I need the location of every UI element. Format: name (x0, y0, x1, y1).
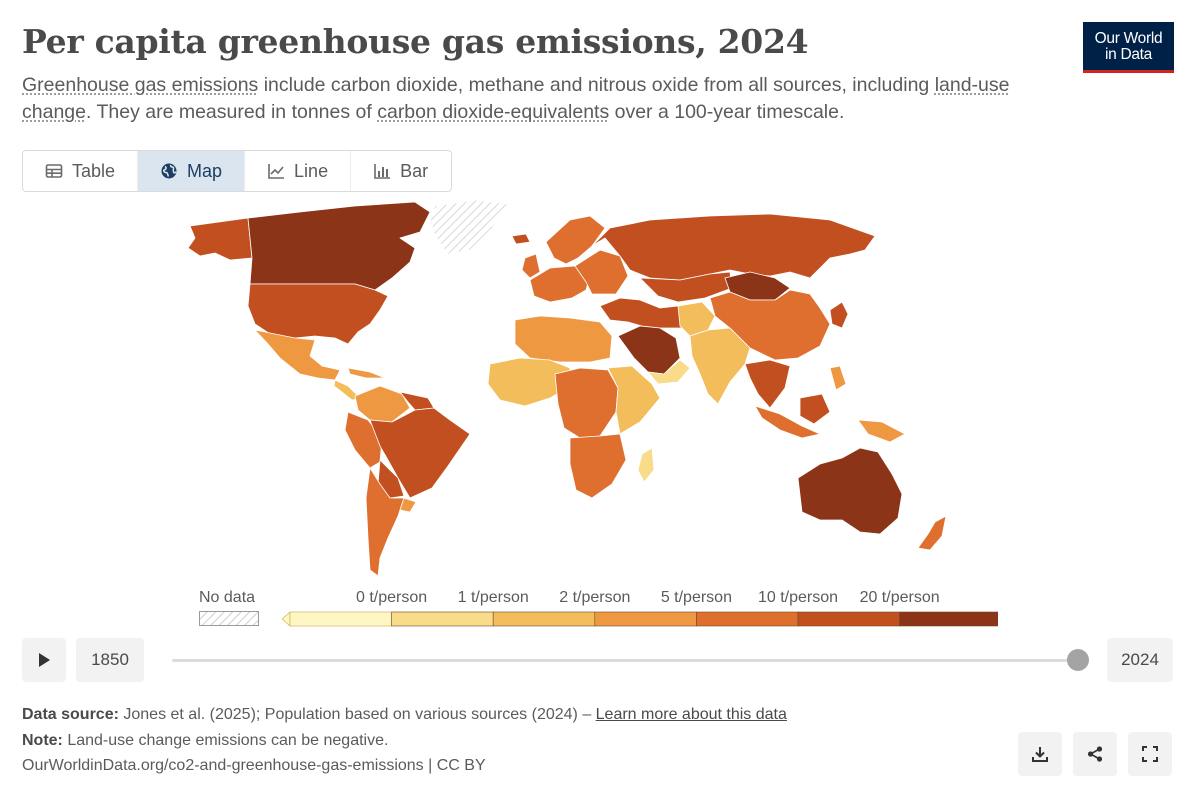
tab-bar[interactable]: Bar (351, 151, 450, 191)
region-east-africa[interactable] (607, 365, 661, 435)
legend-bin-2[interactable] (492, 611, 596, 627)
timeline-handle[interactable] (1067, 649, 1089, 671)
region-north-africa[interactable] (514, 315, 613, 363)
chart-subtitle: Greenhouse gas emissions include carbon … (22, 72, 1072, 126)
view-tabs: Table Map Line Bar (22, 150, 452, 192)
no-data-swatch[interactable] (199, 611, 259, 626)
region-alaska[interactable] (187, 217, 253, 261)
fullscreen-icon (1142, 746, 1158, 762)
legend-bin-4[interactable] (696, 611, 799, 627)
source-label: Data source: (22, 706, 119, 723)
fullscreen-button[interactable] (1128, 732, 1172, 776)
note-label: Note: (22, 732, 63, 749)
legend-bin-6[interactable] (899, 611, 998, 627)
download-button[interactable] (1018, 732, 1062, 776)
play-icon (39, 653, 50, 667)
tab-table-label: Table (72, 160, 116, 181)
source-text: Jones et al. (2025); Population based on… (118, 706, 596, 723)
tab-map[interactable]: Map (138, 151, 246, 191)
tab-line-label: Line (294, 160, 329, 181)
start-year-box[interactable]: 1850 (76, 638, 144, 682)
legend-arrow-left (282, 611, 291, 627)
no-data-label: No data (199, 589, 256, 606)
logo-line-2: in Data (1104, 46, 1152, 63)
legend-tick-label: 10 t/person (757, 589, 839, 606)
chart-title: Per capita greenhouse gas emissions, 202… (22, 22, 809, 61)
region-russia[interactable] (591, 213, 876, 281)
download-icon (1032, 747, 1048, 762)
tab-map-label: Map (187, 160, 223, 181)
region-usa[interactable] (247, 283, 389, 345)
region-greenland[interactable] (429, 199, 509, 255)
legend-bin-5[interactable] (797, 611, 900, 627)
region-colombia-venezuela[interactable] (354, 385, 411, 423)
bar-chart-icon (374, 164, 391, 179)
region-central-africa[interactable] (554, 367, 619, 439)
owid-logo[interactable]: Our World in Data (1083, 22, 1174, 73)
subtitle-text-3: over a 100-year timescale. (609, 101, 845, 123)
region-middle-east[interactable] (599, 297, 691, 329)
subtitle-text-1: include carbon dioxide, methane and nitr… (258, 74, 935, 96)
region-indonesia-west[interactable] (754, 405, 821, 439)
timeline-track[interactable] (172, 659, 1078, 662)
share-button[interactable] (1073, 732, 1117, 776)
logo-line-1: Our World (1094, 30, 1163, 47)
region-australia[interactable] (797, 447, 903, 535)
region-canada[interactable] (247, 201, 431, 291)
legend-tick-label: 0 t/person (356, 589, 428, 606)
color-legend[interactable] (282, 611, 998, 627)
region-uruguay[interactable] (399, 497, 417, 513)
note-line: Note: Land-use change emissions can be n… (22, 732, 388, 750)
region-peru-ecuador[interactable] (344, 411, 383, 469)
region-southern-africa[interactable] (569, 433, 627, 499)
region-new-zealand[interactable] (917, 515, 947, 551)
legend-tick-label: 5 t/person (660, 589, 732, 606)
world-map[interactable] (130, 198, 1080, 588)
legend-bin-0[interactable] (289, 611, 392, 627)
region-uk-ireland[interactable] (521, 253, 541, 279)
region-yemen-oman[interactable] (647, 359, 691, 385)
region-madagascar[interactable] (637, 447, 655, 483)
data-source-line: Data source: Jones et al. (2025); Popula… (22, 706, 787, 724)
region-mexico[interactable] (254, 329, 341, 381)
note-text: Land-use change emissions can be negativ… (62, 732, 389, 749)
region-southeast-asia[interactable] (744, 359, 791, 409)
region-india[interactable] (689, 327, 751, 405)
tab-bar-label: Bar (400, 160, 429, 181)
end-year-box[interactable]: 2024 (1107, 638, 1173, 682)
legend-bin-3[interactable] (594, 611, 697, 627)
globe-icon (161, 163, 177, 179)
play-button[interactable] (22, 638, 66, 682)
table-icon (45, 164, 63, 178)
legend-tick-label: 2 t/person (559, 589, 631, 606)
region-western-europe[interactable] (529, 265, 591, 303)
ghg-emissions-link[interactable]: Greenhouse gas emissions (22, 74, 259, 96)
legend-tick-label: 1 t/person (457, 589, 529, 606)
line-chart-icon (268, 164, 285, 179)
region-bolivia-paraguay[interactable] (377, 459, 405, 499)
region-eastern-europe[interactable] (574, 249, 629, 295)
co2-equivalents-link[interactable]: carbon dioxide-equivalents (377, 101, 610, 123)
region-borneo[interactable] (799, 393, 831, 425)
region-korea-japan[interactable] (829, 301, 849, 329)
learn-more-link[interactable]: Learn more about this data (595, 706, 787, 723)
region-brazil[interactable] (369, 407, 471, 499)
subtitle-text-2: . They are measured in tonnes of (85, 101, 378, 123)
source-url[interactable]: OurWorldinData.org/co2-and-greenhouse-ga… (22, 757, 486, 774)
tab-table[interactable]: Table (23, 151, 139, 191)
region-iceland[interactable] (511, 233, 531, 245)
region-argentina-chile[interactable] (365, 467, 405, 577)
share-icon (1087, 746, 1103, 762)
region-new-guinea[interactable] (857, 419, 906, 443)
region-philippines[interactable] (829, 365, 847, 391)
legend-tick-label: 20 t/person (859, 589, 940, 606)
land-use-change-link[interactable]: land-use change (22, 74, 1010, 123)
tab-line[interactable]: Line (245, 151, 352, 191)
legend-bin-1[interactable] (391, 611, 494, 627)
region-caribbean[interactable] (347, 367, 386, 379)
region-saudi-arabia[interactable] (617, 325, 681, 375)
